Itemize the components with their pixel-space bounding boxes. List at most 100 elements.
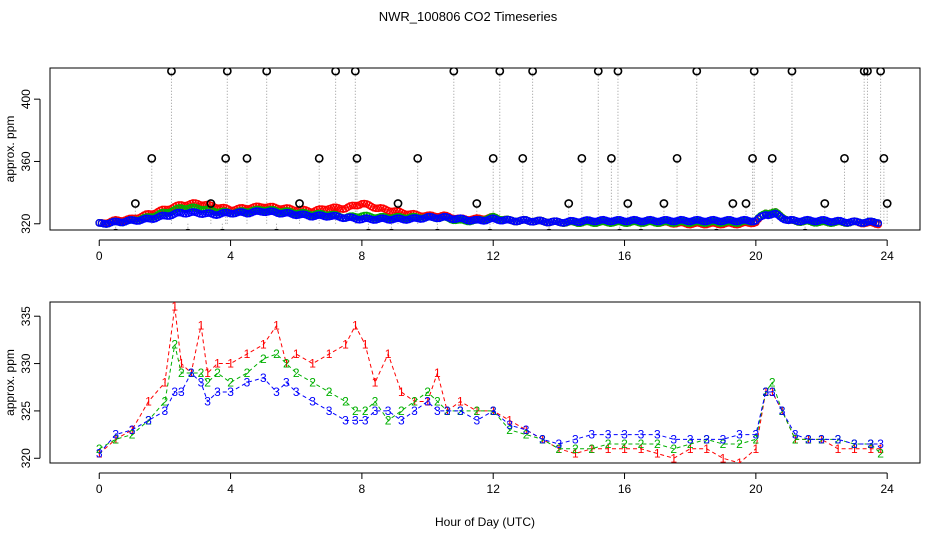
series-2-point: 2 bbox=[424, 385, 431, 399]
series-1-point: 1 bbox=[588, 442, 595, 456]
spike-point bbox=[206, 199, 216, 208]
spike-point bbox=[728, 199, 738, 208]
data-point-series-3 bbox=[683, 217, 692, 226]
top-panel-frame bbox=[49, 67, 921, 231]
series-2-point: 2 bbox=[273, 347, 280, 361]
series-1-point: 1 bbox=[434, 366, 441, 380]
data-point-series-3 bbox=[590, 217, 598, 226]
series-3-point: 3 bbox=[398, 413, 405, 427]
series-2-point: 2 bbox=[506, 423, 513, 437]
series-2-point: 2 bbox=[670, 442, 677, 456]
series-3-point: 3 bbox=[621, 428, 628, 442]
spike-point bbox=[801, 228, 809, 230]
spike-point bbox=[167, 68, 176, 76]
series-1-point: 1 bbox=[762, 385, 769, 399]
spike-point bbox=[488, 153, 498, 163]
data-point-series-3 bbox=[723, 215, 732, 224]
series-2-point: 2 bbox=[779, 404, 786, 418]
series-1-point: 1 bbox=[398, 385, 405, 399]
series-1-point: 1 bbox=[352, 319, 359, 333]
series-3-point: 3 bbox=[638, 428, 645, 442]
plot-area bbox=[95, 68, 892, 230]
series-2-point: 2 bbox=[372, 394, 379, 408]
series-3-point: 3 bbox=[877, 437, 884, 451]
series-1-point: 1 bbox=[877, 442, 884, 456]
series-2-point: 2 bbox=[283, 357, 290, 371]
series-1-point: 1 bbox=[556, 442, 563, 456]
series-3-point: 3 bbox=[556, 437, 563, 451]
data-point-series-3 bbox=[810, 217, 819, 226]
series-1-point: 1 bbox=[638, 442, 645, 456]
data-point-series-1 bbox=[386, 207, 394, 216]
series-2-point: 2 bbox=[96, 442, 103, 456]
series-3-point: 3 bbox=[457, 404, 464, 418]
series-1-point: 1 bbox=[204, 366, 211, 380]
series-2-point: 2 bbox=[473, 404, 480, 418]
series-3-point: 3 bbox=[670, 432, 677, 446]
spike-point bbox=[741, 199, 751, 208]
series-3-point: 3 bbox=[851, 437, 858, 451]
series-3-point: 3 bbox=[588, 428, 595, 442]
series-2-point: 2 bbox=[293, 366, 300, 380]
series-2-point: 2 bbox=[214, 366, 221, 380]
series-2-point: 2 bbox=[326, 385, 333, 399]
data-point-series-3 bbox=[637, 217, 645, 226]
spike-point bbox=[350, 68, 360, 76]
series-1-point: 1 bbox=[687, 442, 694, 456]
series-3-point: 3 bbox=[753, 428, 760, 442]
series-2-point: 2 bbox=[352, 404, 359, 418]
series-3-point: 3 bbox=[434, 404, 441, 418]
series-2-point: 2 bbox=[687, 437, 694, 451]
series-1-point: 1 bbox=[273, 319, 280, 333]
spike-point bbox=[659, 199, 669, 208]
series-3-point: 3 bbox=[687, 432, 694, 446]
series-3-point: 3 bbox=[703, 432, 710, 446]
series-1-point: 1 bbox=[309, 357, 316, 371]
series-1-point: 1 bbox=[670, 451, 677, 465]
series-2-point: 2 bbox=[762, 385, 769, 399]
series-1-point: 1 bbox=[572, 447, 579, 461]
series-2-point: 2 bbox=[309, 376, 316, 390]
data-point-series-3 bbox=[747, 217, 756, 226]
spike-point bbox=[434, 228, 441, 230]
series-1-point: 1 bbox=[654, 447, 661, 461]
series-3-point: 3 bbox=[342, 413, 349, 427]
data-point-series-3 bbox=[751, 216, 760, 225]
x-tick-label: 12 bbox=[487, 249, 501, 263]
x-tick-label: 8 bbox=[359, 249, 366, 263]
series-3-point: 3 bbox=[244, 376, 251, 390]
series-3-point: 3 bbox=[654, 428, 661, 442]
series-2-point: 2 bbox=[523, 428, 530, 442]
series-3-point: 3 bbox=[805, 432, 812, 446]
spike-point bbox=[413, 153, 423, 163]
series-3-point: 3 bbox=[490, 404, 497, 418]
series-1-point: 1 bbox=[506, 413, 513, 427]
series-2-point: 2 bbox=[457, 404, 464, 418]
spike-point bbox=[221, 153, 231, 163]
series-1-point: 1 bbox=[753, 442, 760, 456]
spike-point bbox=[130, 199, 140, 208]
series-2-point: 2 bbox=[654, 437, 661, 451]
series-3-point: 3 bbox=[605, 428, 612, 442]
data-point-series-3 bbox=[857, 219, 866, 227]
series-1-point: 1 bbox=[227, 357, 234, 371]
series-2-point: 2 bbox=[588, 442, 595, 456]
x-tick-label: 16 bbox=[618, 249, 632, 263]
chart-title: NWR_100806 CO2 Timeseries bbox=[378, 9, 558, 24]
series-1-point: 1 bbox=[424, 394, 431, 408]
spike-point bbox=[184, 228, 191, 230]
series-line-1 bbox=[98, 306, 881, 463]
series-3-point: 3 bbox=[260, 371, 267, 385]
series-1-point: 1 bbox=[805, 432, 812, 446]
spike-point bbox=[472, 199, 482, 208]
spike-point bbox=[295, 199, 304, 208]
spike-point bbox=[748, 153, 757, 163]
series-2-point: 2 bbox=[198, 366, 205, 380]
x-tick-label: 0 bbox=[96, 249, 103, 263]
series-1-point: 1 bbox=[162, 376, 169, 390]
series-3-point: 3 bbox=[835, 432, 842, 446]
data-point-series-3 bbox=[125, 216, 134, 224]
series-1-point: 1 bbox=[736, 456, 743, 470]
